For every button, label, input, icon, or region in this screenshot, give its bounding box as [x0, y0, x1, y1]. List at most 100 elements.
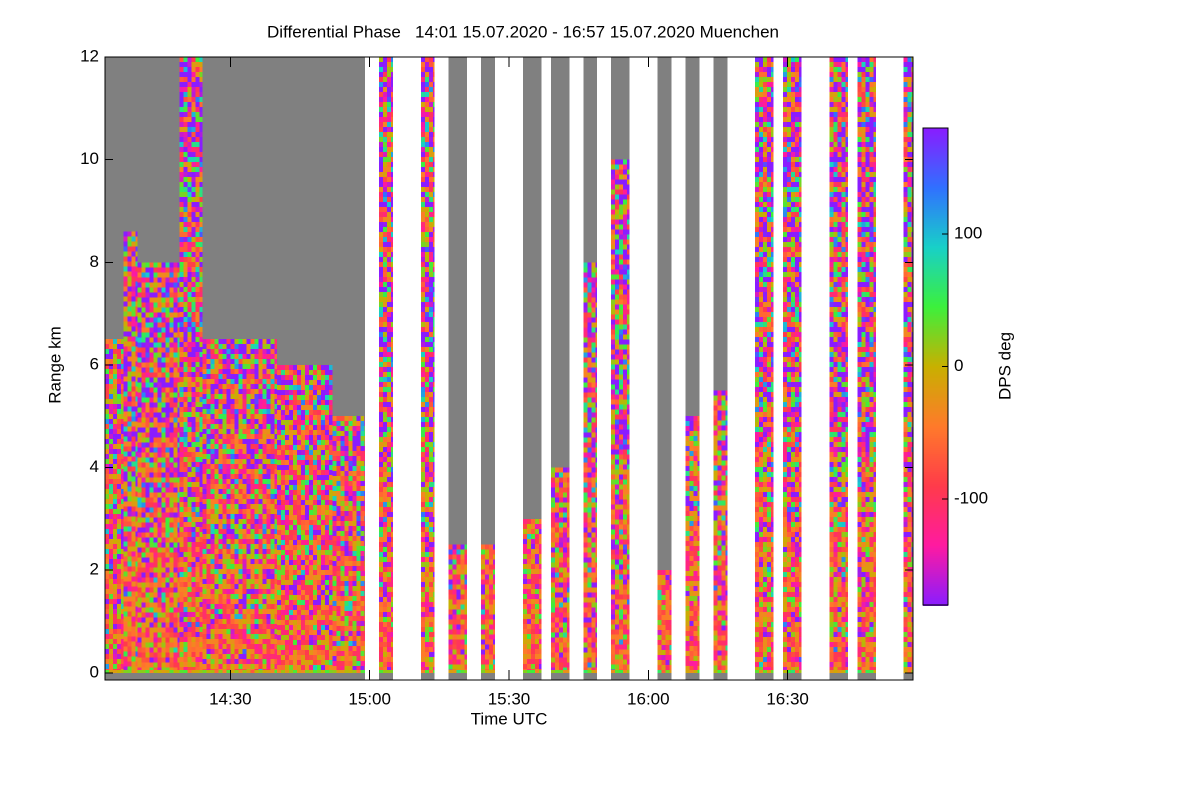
echo-cell — [135, 351, 138, 357]
echo-cell — [246, 459, 251, 465]
echo-cell — [149, 622, 154, 628]
echo-cell — [179, 372, 184, 377]
echo-cell — [169, 417, 174, 423]
echo-cell — [352, 466, 357, 472]
echo-cell — [312, 369, 317, 375]
echo-cell — [202, 609, 207, 615]
echo-cell — [266, 509, 271, 515]
echo-cell — [246, 629, 251, 635]
echo-cell — [300, 364, 305, 370]
echo-cell — [328, 469, 333, 475]
echo-cell — [157, 457, 162, 463]
echo-cell — [127, 641, 132, 647]
echo-cell — [135, 331, 138, 337]
echo-cell — [262, 429, 267, 435]
echo-cell — [276, 644, 281, 650]
echo-cell — [123, 441, 128, 447]
echo-cell — [191, 342, 196, 347]
echo-cell — [364, 486, 366, 492]
echo-cell — [135, 411, 138, 417]
echo-cell — [288, 384, 293, 390]
echo-cell — [226, 594, 231, 600]
echo-cell — [308, 374, 313, 380]
echo-cell — [123, 496, 128, 502]
echo-cell — [280, 514, 285, 520]
echo-cell — [173, 367, 178, 373]
echo-cell — [218, 634, 223, 640]
echo-cell — [153, 637, 158, 643]
echo-cell — [222, 464, 227, 470]
echo-cell — [226, 599, 231, 605]
echo-cell — [141, 617, 146, 623]
echo-cell — [266, 644, 271, 650]
echo-cell — [320, 619, 325, 625]
echo-cell — [276, 374, 281, 380]
echo-cell — [234, 594, 239, 600]
echo-cell — [276, 594, 281, 600]
echo-cell — [123, 466, 128, 472]
echo-cell — [230, 479, 235, 485]
echo-cell — [312, 544, 317, 550]
echo-cell — [238, 469, 243, 475]
echo-cell — [123, 521, 128, 527]
echo-cell — [258, 629, 263, 635]
echo-cell — [141, 442, 146, 448]
echo-cell — [210, 569, 215, 575]
echo-cell — [141, 277, 146, 283]
echo-cell — [187, 557, 192, 562]
echo-cell — [191, 587, 196, 592]
echo-cell — [300, 399, 305, 405]
echo-cell — [195, 422, 200, 427]
echo-cell — [344, 416, 349, 422]
echo-cell — [230, 444, 235, 450]
echo-cell — [117, 670, 121, 673]
echo-cell — [153, 357, 158, 363]
echo-cell — [348, 591, 353, 597]
echo-cell — [258, 484, 263, 490]
echo-cell — [218, 444, 223, 450]
echo-cell — [274, 544, 277, 550]
echo-cell — [161, 377, 166, 383]
echo-cell — [157, 627, 162, 633]
echo-cell — [199, 262, 203, 267]
echo-cell — [191, 527, 196, 532]
echo-cell — [113, 649, 117, 655]
echo-cell — [179, 622, 184, 627]
echo-cell — [254, 459, 259, 465]
echo-cell — [149, 372, 154, 378]
echo-cell — [312, 614, 317, 620]
echo-cell — [218, 514, 223, 520]
echo-cell — [336, 561, 341, 567]
echo-cell — [191, 212, 196, 217]
echo-cell — [141, 382, 146, 388]
echo-cell — [356, 456, 361, 462]
echo-cell — [340, 431, 345, 437]
echo-cell — [308, 654, 313, 660]
echo-cell — [324, 644, 329, 650]
echo-cell — [161, 537, 166, 543]
echo-cell — [242, 399, 247, 405]
echo-cell — [105, 634, 109, 640]
echo-cell — [320, 579, 325, 585]
echo-cell — [199, 452, 203, 457]
echo-cell — [328, 474, 333, 480]
echo-cell — [121, 569, 124, 575]
echo-cell — [177, 567, 180, 573]
x-axis-label: Time UTC — [471, 709, 548, 728]
echo-cell — [312, 389, 317, 395]
echo-cell — [121, 519, 124, 525]
echo-cell — [199, 102, 203, 107]
echo-cell — [296, 534, 301, 540]
echo-cell — [274, 404, 277, 410]
echo-cell — [292, 419, 297, 425]
echo-cell — [149, 442, 154, 448]
echo-cell — [246, 594, 251, 600]
echo-cell — [280, 364, 285, 370]
echo-cell — [262, 649, 267, 655]
echo-cell — [352, 641, 357, 647]
echo-cell — [149, 482, 154, 488]
echo-cell — [296, 464, 301, 470]
echo-cell — [316, 529, 321, 535]
echo-cell — [214, 594, 219, 600]
echo-cell — [121, 459, 124, 465]
